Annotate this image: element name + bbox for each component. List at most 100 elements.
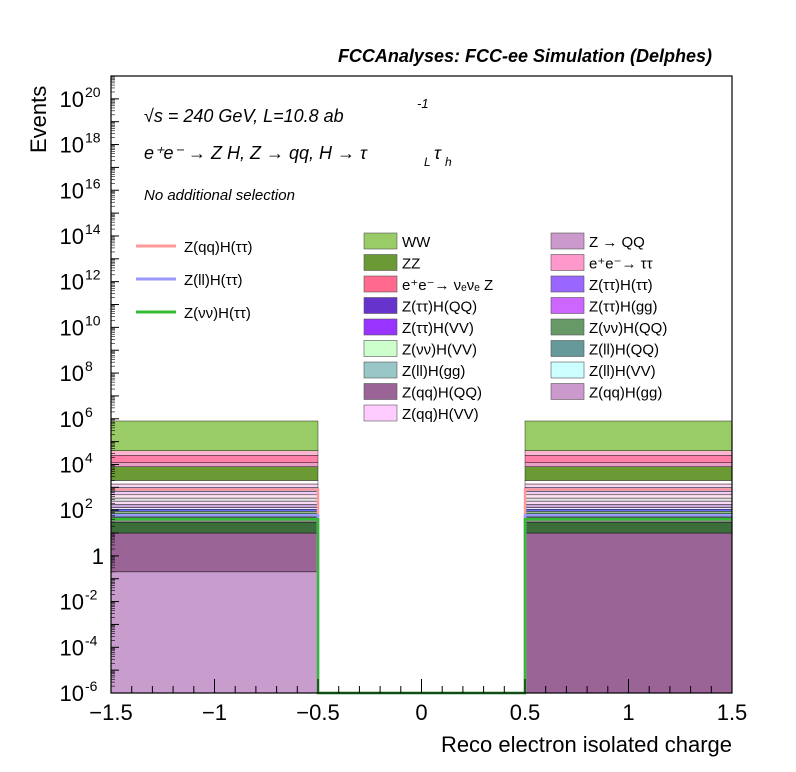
svg-text:e⁺e⁻ → Z H, Z → qq, H → τ: e⁺e⁻ → Z H, Z → qq, H → τ (144, 143, 368, 163)
stack-bar-bin0-layer14 (110, 483, 319, 488)
y-tick-exponent: 20 (85, 84, 101, 100)
y-tick-exponent: 4 (85, 449, 93, 465)
y-tick-exponent: 12 (85, 267, 101, 283)
stack-bar-bin2-layer8 (524, 500, 733, 505)
stack-bar-bin0-layer1 (110, 532, 319, 573)
process-text: e⁺e⁻ → Z H, Z → qq, H → τ (144, 143, 368, 163)
legend-bkg-swatch (550, 275, 585, 293)
legend-bkg-label: Z(qq)H(VV) (402, 406, 479, 423)
stack-bar-bin2-layer10 (524, 494, 733, 499)
stack-bar-bin0-layer6 (110, 509, 319, 512)
y-tick-exponent: 18 (85, 130, 101, 146)
energy-annotation: √s = 240 GeV, L=10.8 ab -1 (144, 96, 429, 126)
stack-bar-bin0-layer18 (110, 455, 319, 463)
stack-bar-bin0-layer17 (110, 462, 319, 467)
stack-bar-bin2-layer1 (524, 521, 733, 534)
energy-exponent: -1 (417, 96, 429, 111)
stack-bar-bin2-layer5 (524, 509, 733, 512)
x-axis-title: Reco electron isolated charge (441, 732, 732, 757)
y-tick-label: 10 (60, 270, 84, 295)
y-axis-title: Events (26, 86, 51, 153)
stack-bar-bin2-layer4 (524, 511, 733, 514)
y-tick-exponent: 16 (85, 175, 101, 191)
stack-bar-bin0-layer16 (110, 466, 319, 481)
legend-bkg-label: e⁺e⁻→ ττ (589, 256, 653, 273)
stack-bar-bin0-layer5 (110, 511, 319, 514)
legend-bkg-label: Z(ττ)H(QQ) (402, 299, 477, 316)
x-tick-label: 0.5 (510, 700, 541, 725)
legend-signal-label: Z(νν)H(ττ) (184, 305, 251, 322)
y-tick-label: 10 (60, 590, 84, 615)
figure-header-title: FCCAnalyses: FCC-ee Simulation (Delphes) (338, 46, 712, 66)
legend-bkg-swatch (550, 361, 585, 379)
legend-bkg-swatch (363, 404, 398, 422)
legend-bkg-label: Z(qq)H(QQ) (402, 385, 482, 402)
legend-bkg-swatch (363, 318, 398, 336)
x-tick-label: −1 (202, 700, 227, 725)
legend-bkg-swatch (550, 383, 585, 400)
legend-bkg-swatch (363, 361, 398, 379)
stack-bar-bin2-layer6 (524, 507, 733, 510)
x-axis: −1.5 −1 −0.5 0 0.5 1 1.5 (89, 679, 747, 725)
process-subscript-1: L (424, 155, 431, 169)
stack-bar-bin0-layer11 (110, 494, 319, 499)
stack-bar-bin0-layer12 (110, 491, 319, 496)
y-tick-exponent: -2 (85, 587, 98, 603)
stack-bar-bin2-layer11 (524, 491, 733, 496)
stack-bar-bin2-layer7 (524, 504, 733, 508)
stack-bar-bin0-layer0 (110, 571, 319, 694)
x-tick-label: −1.5 (89, 700, 132, 725)
legend-bkg-swatch (550, 232, 585, 250)
legend-signal-label: Z(qq)H(ττ) (184, 239, 253, 256)
y-tick-exponent: 2 (85, 495, 93, 511)
legend-bkg-label: ZZ (402, 256, 420, 273)
stack-bar-bin2-layer0 (524, 532, 733, 694)
y-tick-label: 10 (60, 498, 84, 523)
process-annotation: e⁺e⁻ → Z H, Z → qq, H → τ L τ h (144, 143, 452, 169)
legend-signal-label: Z(ll)H(ττ) (184, 272, 243, 289)
legend-bkg-label: Z(ll)H(gg) (402, 363, 465, 380)
selection-annotation: No additional selection (144, 187, 295, 204)
y-tick-exponent: 14 (85, 221, 101, 237)
stack-bar-bin0-layer8 (110, 504, 319, 508)
y-tick-label: 10 (60, 224, 84, 249)
process-tau-2: τ (434, 143, 442, 163)
x-tick-label: −0.5 (296, 700, 339, 725)
legend-bkg-label: Z(ll)H(QQ) (589, 342, 659, 359)
legend-bkg-swatch (363, 297, 398, 314)
y-tick-exponent: 6 (85, 404, 93, 420)
stack-bar-bin2-layer19 (524, 420, 733, 451)
y-tick-label: 10 (60, 315, 84, 340)
energy-text: √s = 240 GeV, L=10.8 ab (144, 106, 344, 126)
stack-bar-bin2-layer15 (524, 466, 733, 481)
stack-bar-bin0-layer15 (110, 480, 319, 485)
y-tick-label: 1 (92, 544, 104, 569)
stack-bar-bin0-layer7 (110, 507, 319, 510)
y-tick-label: 10 (60, 87, 84, 112)
stack-bar-bin0-layer20 (110, 420, 319, 451)
legend-bkg-swatch (550, 254, 585, 271)
stacked-bars-layer (110, 420, 733, 694)
y-tick-label: 10 (60, 635, 84, 660)
x-tick-label: 0 (415, 700, 427, 725)
stack-bar-bin0-layer19 (110, 450, 319, 456)
y-tick-label: 10 (60, 407, 84, 432)
legend-bkg-swatch (363, 383, 398, 400)
stack-bar-bin2-layer17 (524, 455, 733, 463)
legend-bkg-swatch (363, 254, 398, 271)
stack-bar-bin0-layer10 (110, 497, 319, 502)
legend-bkg-label: e⁺e⁻→ νₑνₑ Z (402, 277, 493, 294)
legend-bkg-label: Z(ττ)H(ττ) (589, 277, 653, 294)
legend-backgrounds: WW ZZ e⁺e⁻→ νₑνₑ Z Z(ττ)H(QQ) Z(ττ)H(VV) Z(νν… (363, 232, 667, 423)
stack-bar-bin2-layer18 (524, 450, 733, 456)
legend-bkg-swatch (363, 275, 398, 293)
y-tick-label: 10 (60, 681, 84, 706)
stack-bar-bin2-layer9 (524, 497, 733, 502)
process-subscript-2: h (445, 155, 452, 169)
legend-bkg-swatch (550, 340, 585, 357)
stack-bar-bin2-layer16 (524, 462, 733, 467)
legend-bkg-swatch (363, 232, 398, 250)
